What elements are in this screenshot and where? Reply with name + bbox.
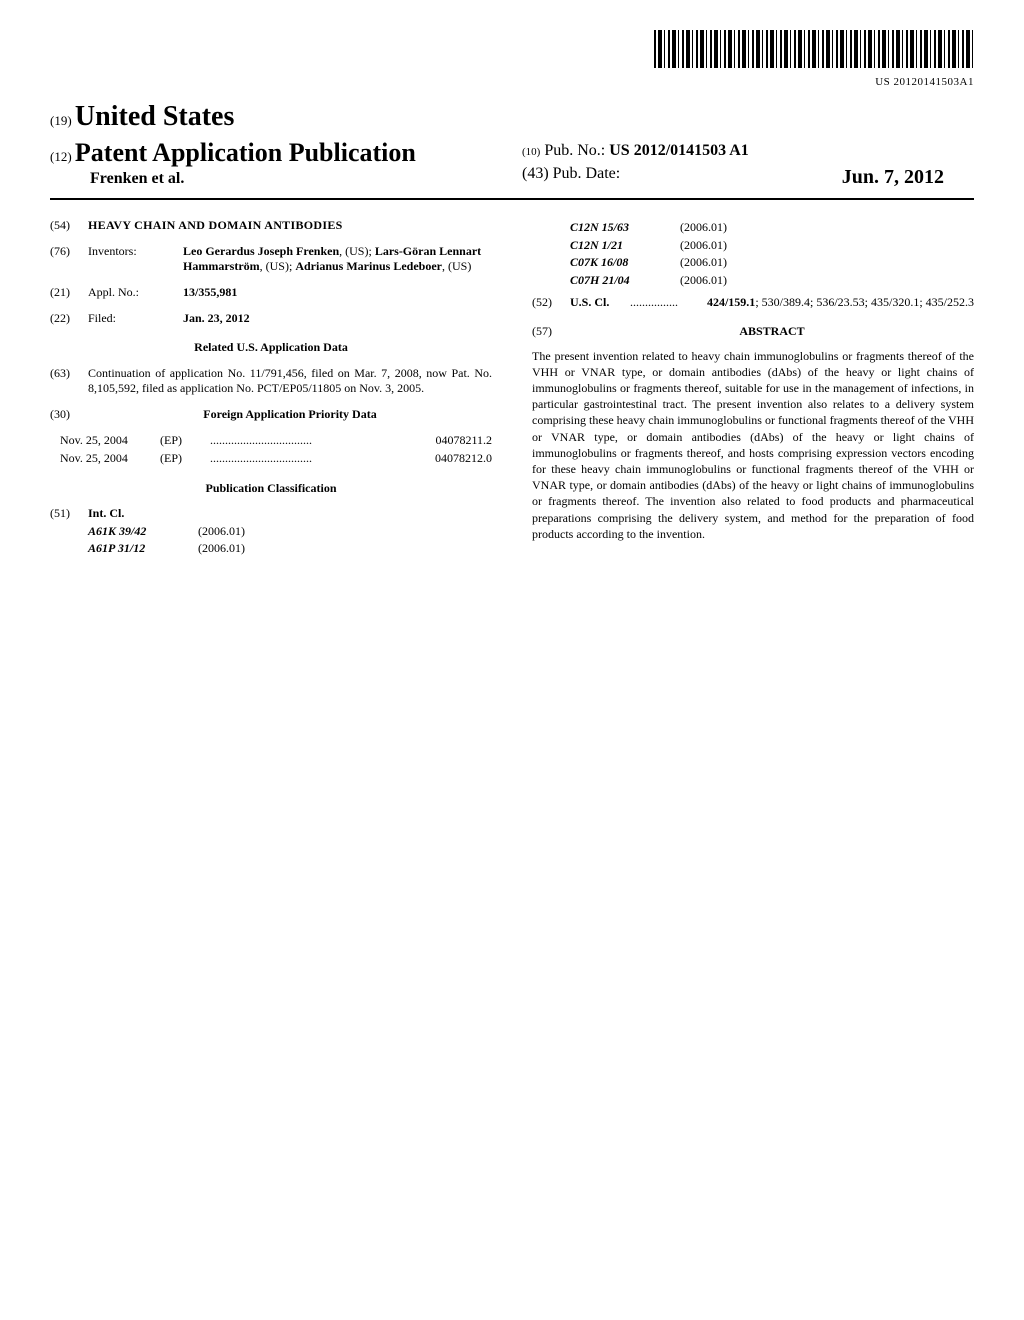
- header: (19) United States (12) Patent Applicati…: [50, 99, 974, 190]
- pub-no-code: (10): [522, 146, 540, 158]
- dots: ..................................: [210, 451, 427, 467]
- foreign-heading: Foreign Application Priority Data: [88, 407, 492, 423]
- pub-date-label: Pub. Date:: [553, 165, 621, 182]
- intcl-0: A61K 39/42 (2006.01): [50, 524, 492, 540]
- filed-label: Filed:: [88, 311, 183, 327]
- pub-no: US 2012/0141503 A1: [609, 142, 749, 159]
- inventors-label: Inventors:: [88, 244, 183, 275]
- intcl-sym-0: A61K 39/42: [88, 524, 198, 540]
- country: United States: [75, 101, 234, 132]
- priority-row-1: Nov. 25, 2004 (EP) .....................…: [50, 451, 492, 467]
- abstract-heading-row: (57) ABSTRACT: [532, 324, 974, 340]
- priority-num-0: 04078211.2: [427, 433, 492, 449]
- appl-no-value: 13/355,981: [183, 285, 492, 301]
- inventors-row: (76) Inventors: Leo Gerardus Joseph Fren…: [50, 244, 492, 275]
- pub-class-heading: Publication Classification: [50, 481, 492, 497]
- inventors-names: Leo Gerardus Joseph Frenken, (US); Lars-…: [183, 244, 492, 275]
- code-51: (51): [50, 506, 88, 522]
- dots: ..................................: [210, 433, 427, 449]
- code-21: (21): [50, 285, 88, 301]
- publication-type: Patent Application Publication: [75, 138, 416, 167]
- priority-cc-0: (EP): [160, 433, 210, 449]
- uscl-label: U.S. Cl.: [570, 295, 630, 311]
- intcl-ver-2: (2006.01): [680, 220, 727, 236]
- dots: ................: [630, 295, 678, 311]
- related-heading: Related U.S. Application Data: [50, 340, 492, 356]
- barcode-block: US 20120141503A1: [50, 30, 974, 89]
- code-76: (76): [50, 244, 88, 275]
- title-row: (54) HEAVY CHAIN AND DOMAIN ANTIBODIES: [50, 218, 492, 234]
- uscl-others: 530/389.4; 536/23.53; 435/320.1; 435/252…: [762, 295, 974, 309]
- intcl-ver-0: (2006.01): [198, 524, 245, 540]
- uscl-row: (52) U.S. Cl. ................ 424/159.1…: [532, 295, 974, 311]
- body-columns: (54) HEAVY CHAIN AND DOMAIN ANTIBODIES (…: [50, 218, 974, 559]
- filed-row: (22) Filed: Jan. 23, 2012: [50, 311, 492, 327]
- abstract-heading: ABSTRACT: [570, 324, 974, 340]
- divider: [50, 198, 974, 200]
- code-54: (54): [50, 218, 88, 234]
- intcl-4: C07K 16/08 (2006.01): [532, 255, 974, 271]
- code-22: (22): [50, 311, 88, 327]
- intcl-ver-4: (2006.01): [680, 255, 727, 271]
- code-12: (12): [50, 149, 72, 164]
- priority-date-1: Nov. 25, 2004: [60, 451, 160, 467]
- intcl-1: A61P 31/12 (2006.01): [50, 541, 492, 557]
- header-left: (19) United States (12) Patent Applicati…: [50, 99, 502, 190]
- abstract-text: The present invention related to heavy c…: [532, 348, 974, 542]
- pub-date: Jun. 7, 2012: [842, 164, 974, 190]
- barcode-graphic: [654, 30, 974, 68]
- intcl-sym-5: C07H 21/04: [570, 273, 680, 289]
- barcode-id: US 20120141503A1: [50, 75, 974, 89]
- intcl-2: C12N 15/63 (2006.01): [532, 220, 974, 236]
- pub-date-code: (43): [522, 165, 549, 182]
- uscl-primary: 424/159.1: [707, 295, 755, 309]
- priority-cc-1: (EP): [160, 451, 210, 467]
- right-column: C12N 15/63 (2006.01) C12N 1/21 (2006.01)…: [532, 218, 974, 559]
- related-row: (63) Continuation of application No. 11/…: [50, 366, 492, 397]
- uscl-values: 424/159.1; 530/389.4; 536/23.53; 435/320…: [678, 295, 974, 311]
- filed-value: Jan. 23, 2012: [183, 311, 492, 327]
- intcl-3: C12N 1/21 (2006.01): [532, 238, 974, 254]
- left-column: (54) HEAVY CHAIN AND DOMAIN ANTIBODIES (…: [50, 218, 492, 559]
- inventor-1: Leo Gerardus Joseph Frenken: [183, 244, 339, 258]
- intcl-sym-3: C12N 1/21: [570, 238, 680, 254]
- intcl-5: C07H 21/04 (2006.01): [532, 273, 974, 289]
- related-text: Continuation of application No. 11/791,4…: [88, 366, 492, 397]
- invention-title: HEAVY CHAIN AND DOMAIN ANTIBODIES: [88, 218, 343, 234]
- priority-num-1: 04078212.0: [427, 451, 492, 467]
- foreign-heading-row: (30) Foreign Application Priority Data: [50, 407, 492, 423]
- intcl-ver-3: (2006.01): [680, 238, 727, 254]
- intcl-sym-1: A61P 31/12: [88, 541, 198, 557]
- priority-date-0: Nov. 25, 2004: [60, 433, 160, 449]
- code-63: (63): [50, 366, 88, 397]
- intcl-sym-4: C07K 16/08: [570, 255, 680, 271]
- priority-row-0: Nov. 25, 2004 (EP) .....................…: [50, 433, 492, 449]
- intcl-sym-2: C12N 15/63: [570, 220, 680, 236]
- inventor-3: Adrianus Marinus Ledeboer: [295, 259, 442, 273]
- intcl-ver-5: (2006.01): [680, 273, 727, 289]
- code-30: (30): [50, 407, 88, 423]
- code-52: (52): [532, 295, 570, 311]
- authors-line: Frenken et al.: [50, 169, 502, 190]
- appl-no-label: Appl. No.:: [88, 285, 183, 301]
- intcl-ver-1: (2006.01): [198, 541, 245, 557]
- intcl-row: (51) Int. Cl.: [50, 506, 492, 522]
- header-right: (10) Pub. No.: US 2012/0141503 A1 (43) P…: [502, 141, 974, 190]
- pub-no-label: Pub. No.:: [544, 142, 605, 159]
- intcl-label: Int. Cl.: [88, 506, 492, 522]
- appl-no-row: (21) Appl. No.: 13/355,981: [50, 285, 492, 301]
- code-19: (19): [50, 113, 72, 128]
- code-57: (57): [532, 324, 570, 340]
